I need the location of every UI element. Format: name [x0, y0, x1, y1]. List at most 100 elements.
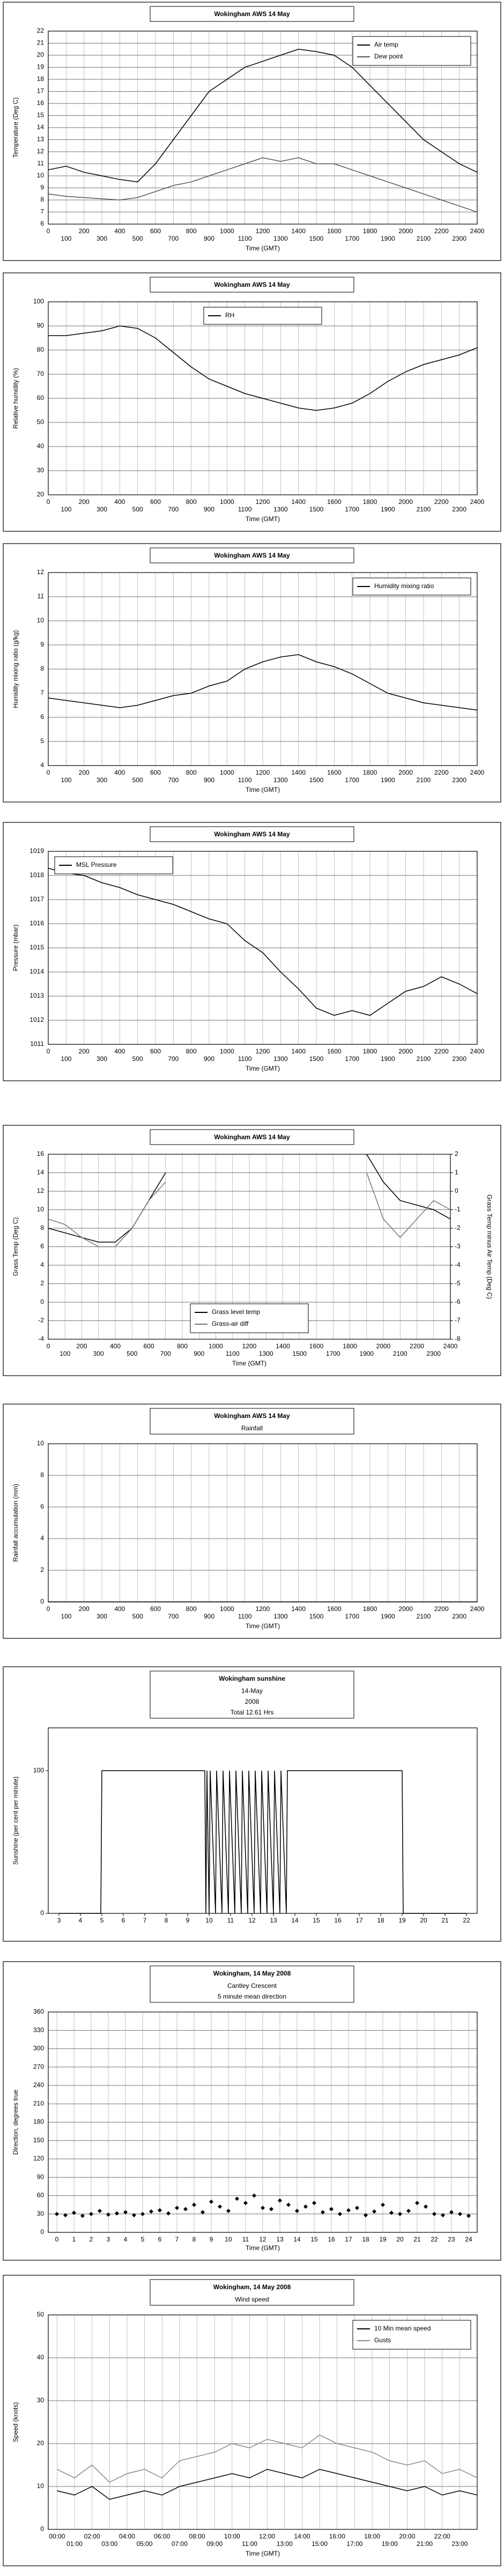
- x-tick-label: 03:00: [101, 2540, 117, 2548]
- y-tick-label: 4: [40, 1261, 44, 1268]
- legend-box: [203, 307, 322, 325]
- x-tick-label: 14:00: [294, 2533, 310, 2540]
- data-point: [140, 2211, 145, 2216]
- y-tick-label: 40: [37, 442, 45, 450]
- y-axis-label: Direction, degrees true: [12, 2089, 19, 2155]
- x-tick-label: 2300: [452, 1055, 466, 1063]
- y2-tick-label: -7: [455, 1317, 461, 1324]
- x-tick-label: 2000: [398, 1048, 413, 1055]
- x-tick-label: 700: [168, 1613, 179, 1620]
- x-tick-label: 400: [114, 1605, 125, 1613]
- plot-area: [48, 1728, 477, 1913]
- x-tick-label: 2400: [443, 1342, 458, 1350]
- x-tick-label: 1200: [256, 1605, 270, 1613]
- x-tick-label: 300: [97, 776, 107, 784]
- data-point: [115, 2211, 119, 2216]
- subtitle: Rainfall: [241, 1424, 263, 1432]
- y-tick-label: 30: [37, 2396, 45, 2404]
- y-tick-label: 8: [40, 665, 44, 672]
- y2-tick-label: 2: [455, 1150, 458, 1157]
- x-tick-label: 2400: [470, 769, 485, 776]
- x-tick-label: 11: [227, 1917, 234, 1924]
- x-tick-label: 17:00: [346, 2540, 362, 2548]
- y-tick-label: 100: [33, 298, 44, 305]
- data-point: [312, 2201, 316, 2206]
- y-axis-label: Pressure (mbar): [12, 925, 19, 971]
- x-tick-label: 1800: [363, 227, 377, 235]
- x-tick-label: 1800: [363, 1048, 377, 1055]
- title-box: [150, 826, 354, 842]
- x-tick-label: 400: [114, 498, 125, 506]
- x-tick-label: 1700: [345, 1613, 359, 1620]
- legend-label: Air temp: [374, 41, 398, 48]
- x-tick-label: 2000: [398, 769, 413, 776]
- x-tick-label: 2200: [434, 227, 449, 235]
- y-axis-label: Relative humidity (%): [12, 368, 19, 428]
- x-tick-label: 1: [72, 2236, 76, 2243]
- subtitle: Total 12.61 Hrs: [231, 1709, 274, 1716]
- x-tick-label: 200: [79, 1605, 90, 1613]
- data-point: [166, 2211, 171, 2216]
- x-tick-label: 11: [242, 2236, 249, 2243]
- x-tick-label: 20: [420, 1917, 427, 1924]
- x-tick-label: 600: [143, 1342, 154, 1350]
- y-tick-label: 11: [38, 592, 45, 600]
- y-tick-label: 17: [37, 87, 45, 95]
- title-box: [150, 2279, 354, 2306]
- x-tick-label: 500: [132, 235, 143, 242]
- x-tick-label: 1700: [345, 776, 359, 784]
- x-tick-label: 1900: [381, 1613, 395, 1620]
- data-point: [218, 2204, 222, 2209]
- x-tick-label: 22:00: [434, 2533, 450, 2540]
- legend-label: RH: [225, 311, 234, 319]
- y-tick-label: 30: [37, 2210, 45, 2217]
- x-tick-label: 2400: [470, 1048, 485, 1055]
- plot-frame: [48, 2314, 478, 2530]
- y-tick-label: 10: [37, 172, 45, 179]
- x-tick-label: 700: [168, 776, 179, 784]
- x-tick-label: 600: [150, 498, 161, 506]
- y-tick-label: 6: [40, 220, 44, 227]
- x-tick-label: 19: [379, 2236, 387, 2243]
- x-tick-label: 1400: [291, 1048, 306, 1055]
- x-tick-label: 00:00: [49, 2533, 65, 2540]
- x-tick-label: 300: [97, 506, 107, 513]
- x-tick-label: 600: [150, 227, 161, 235]
- x-tick-label: 2000: [376, 1342, 391, 1350]
- y-tick-label: 120: [33, 2155, 44, 2162]
- x-tick-label: 7: [143, 1917, 147, 1924]
- y-tick-label: 1019: [29, 847, 44, 855]
- data-point: [329, 2207, 333, 2211]
- data-point: [432, 2211, 436, 2216]
- x-tick-label: 400: [114, 227, 125, 235]
- y2-tick-label: -8: [455, 1335, 461, 1342]
- x-tick-label: 2100: [417, 1055, 431, 1063]
- y-tick-label: 18: [37, 75, 45, 83]
- y-tick-label: 300: [33, 2045, 44, 2052]
- x-tick-label: 1700: [345, 506, 359, 513]
- x-tick-label: 1500: [309, 235, 324, 242]
- x-tick-label: 700: [160, 1350, 171, 1357]
- x-tick-label: 1700: [345, 235, 359, 242]
- data-line: [48, 867, 478, 1016]
- data-point: [398, 2211, 402, 2216]
- x-tick-label: 1200: [242, 1342, 257, 1350]
- x-tick-label: 900: [204, 235, 214, 242]
- y2-axis-label: Grass Temp minus Air Temp (Deg C): [486, 1194, 493, 1299]
- data-point: [192, 2202, 196, 2207]
- x-tick-label: 200: [79, 1048, 90, 1055]
- x-tick-label: 18:00: [364, 2533, 380, 2540]
- x-tick-label: 1300: [273, 1055, 288, 1063]
- x-axis-label: Time (GMT): [246, 1065, 280, 1072]
- chart-title: Wokingham AWS 14 May: [214, 1412, 290, 1420]
- x-tick-label: 05:00: [137, 2540, 153, 2548]
- x-tick-label: 14: [293, 2236, 301, 2243]
- x-tick-label: 13:00: [277, 2540, 293, 2548]
- x-axis-label: Time (GMT): [246, 1622, 280, 1630]
- data-line: [48, 654, 478, 711]
- x-tick-label: 15:00: [312, 2540, 328, 2548]
- x-tick-label: 300: [97, 235, 107, 242]
- x-tick-label: 9: [210, 2236, 213, 2243]
- x-tick-label: 6: [158, 2236, 162, 2243]
